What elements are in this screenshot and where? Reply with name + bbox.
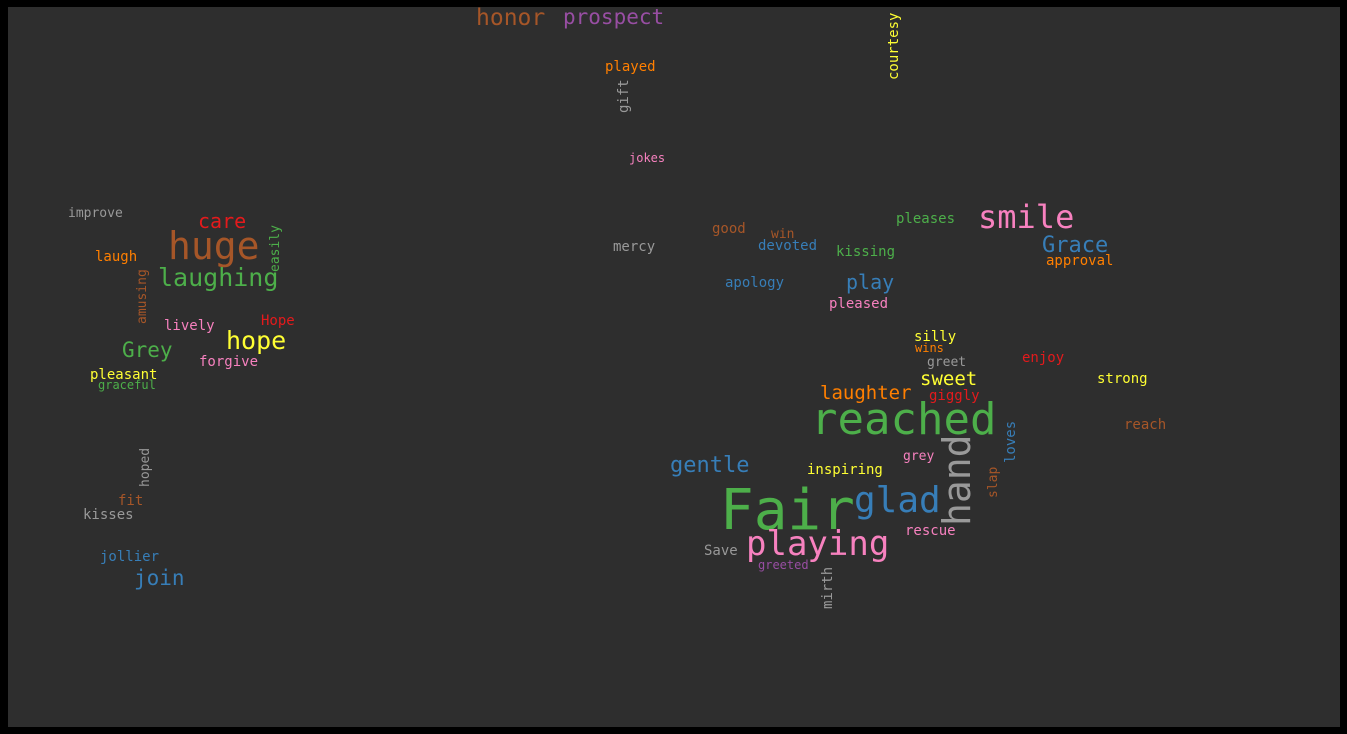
cloud-word: join bbox=[134, 566, 185, 590]
cloud-word: laughter bbox=[820, 382, 912, 404]
cloud-word: easily bbox=[268, 225, 283, 272]
cloud-word: rescue bbox=[905, 523, 956, 539]
cloud-word: fit bbox=[118, 493, 144, 509]
cloud-word: gentle bbox=[670, 453, 750, 478]
cloud-word: Grace bbox=[1042, 233, 1109, 258]
cloud-word: strong bbox=[1097, 371, 1148, 387]
cloud-word: approval bbox=[1046, 253, 1114, 269]
cloud-word: pleased bbox=[829, 296, 889, 312]
cloud-word: play bbox=[846, 270, 895, 294]
cloud-word: greeted bbox=[758, 558, 809, 572]
cloud-word: Fair bbox=[720, 478, 855, 543]
cloud-word: amusing bbox=[135, 269, 150, 324]
cloud-word: win bbox=[771, 227, 795, 242]
cloud-word: prospect bbox=[563, 7, 665, 29]
word-cloud: Fair reached hand glad playing smile huge laugh… bbox=[8, 7, 1340, 727]
cloud-word: improve bbox=[68, 206, 123, 221]
cloud-word: Grey bbox=[122, 338, 173, 362]
cloud-word: lively bbox=[164, 318, 215, 334]
cloud-word: care bbox=[198, 209, 247, 233]
cloud-word: reached bbox=[811, 394, 997, 445]
cloud-word: huge bbox=[168, 224, 260, 268]
cloud-word: jollier bbox=[100, 549, 160, 565]
cloud-word: honor bbox=[476, 7, 546, 31]
cloud-word: forgive bbox=[199, 354, 259, 370]
cloud-word: giggly bbox=[929, 388, 980, 404]
cloud-word: graceful bbox=[98, 378, 156, 392]
cloud-word: smile bbox=[978, 198, 1075, 236]
cloud-word: greet bbox=[927, 355, 967, 370]
cloud-word: apology bbox=[725, 275, 785, 291]
cloud-word: played bbox=[605, 59, 656, 75]
cloud-word: kisses bbox=[83, 507, 134, 523]
cloud-word: mercy bbox=[613, 239, 656, 255]
cloud-word: courtesy bbox=[886, 12, 902, 80]
cloud-word: glad bbox=[854, 480, 941, 521]
cloud-word: Save bbox=[704, 543, 738, 559]
cloud-word: pleasant bbox=[90, 367, 158, 383]
cloud-word: enjoy bbox=[1022, 350, 1065, 366]
cloud-word: grey bbox=[903, 449, 935, 464]
cloud-word: pleases bbox=[896, 211, 956, 227]
cloud-word: mirth bbox=[820, 566, 836, 609]
cloud-word: laugh bbox=[95, 249, 138, 265]
cloud-word: gift bbox=[616, 79, 632, 113]
cloud-word: wins bbox=[915, 341, 944, 355]
cloud-word: silly bbox=[914, 329, 957, 345]
cloud-word: loves bbox=[1003, 420, 1019, 463]
cloud-word: playing bbox=[746, 524, 890, 564]
cloud-word: slap bbox=[986, 466, 1001, 498]
cloud-word: reach bbox=[1124, 417, 1167, 433]
cloud-word: inspiring bbox=[807, 462, 883, 478]
cloud-word: hope bbox=[226, 326, 287, 355]
cloud-word: hand bbox=[935, 434, 979, 526]
cloud-word: laughing bbox=[158, 263, 279, 292]
cloud-word: jokes bbox=[629, 151, 666, 165]
cloud-word: hoped bbox=[138, 447, 153, 487]
cloud-word: sweet bbox=[920, 368, 978, 390]
cloud-word: Hope bbox=[261, 313, 295, 329]
cloud-word: good bbox=[712, 221, 746, 237]
cloud-word: kissing bbox=[836, 244, 896, 260]
cloud-word: devoted bbox=[758, 238, 818, 254]
